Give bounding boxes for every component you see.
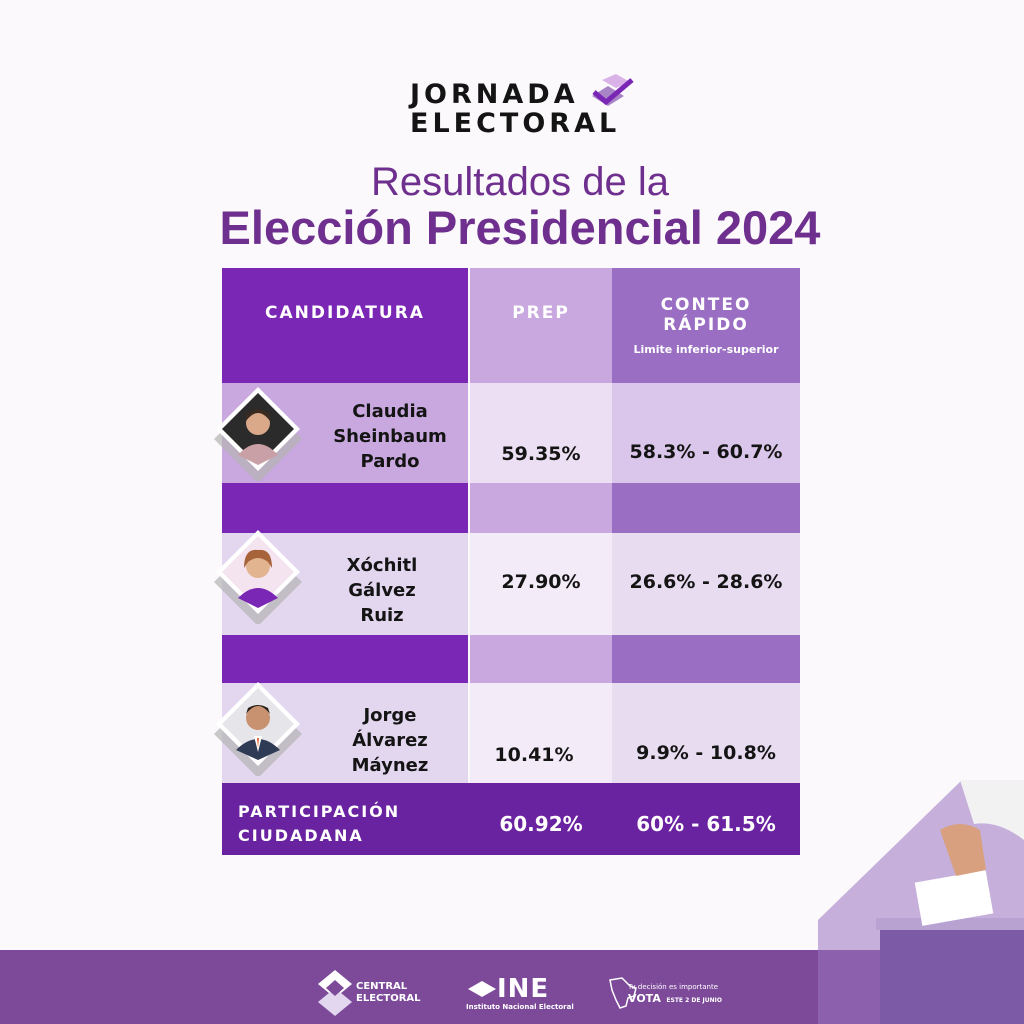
candidate-name-2: Xóchitl Gálvez Ruiz — [346, 554, 418, 626]
row-spacer — [222, 483, 468, 533]
central-electoral-logo: CENTRAL ELECTORAL — [356, 981, 421, 1004]
mexico-map-icon — [609, 977, 637, 1009]
header-prep: PREP — [470, 268, 612, 383]
candidate-name-3: Jorge Álvarez Máynez — [351, 704, 429, 776]
prep-value-3: 10.41% — [494, 744, 574, 766]
ballot-box-icon — [818, 780, 1024, 1024]
participacion-label: PARTICIPACIÓN CIUDADANA — [238, 802, 401, 845]
row-spacer — [470, 483, 612, 533]
jornada-electoral-logo: JORNADA ELECTORAL — [410, 80, 620, 138]
candidate-photo-3 — [214, 682, 302, 776]
logo-line-2: ELECTORAL — [410, 108, 621, 139]
prep-value-2: 27.90% — [501, 571, 581, 593]
prep-cell-3 — [470, 683, 612, 783]
conteo-value-3: 9.9% - 10.8% — [636, 742, 776, 764]
row-spacer — [612, 635, 800, 683]
conteo-cell-3 — [612, 683, 800, 783]
ine-logo-icon — [468, 981, 496, 997]
header-conteo-rapido: CONTEO RÁPIDO Limite inferior-superior — [612, 268, 800, 383]
conteo-value-2: 26.6% - 28.6% — [629, 571, 783, 593]
candidate-name-1: Claudia Sheinbaum Pardo — [333, 400, 447, 472]
row-spacer — [612, 483, 800, 533]
candidate-photo-2 — [214, 530, 302, 624]
page-title: Elección Presidencial 2024 — [219, 201, 821, 254]
row-spacer — [470, 635, 612, 683]
row-spacer — [222, 635, 468, 683]
ine-logo: INE — [497, 974, 550, 1004]
ine-subtitle: Instituto Nacional Electoral — [466, 1003, 574, 1011]
central-electoral-logo-icon — [318, 970, 352, 1016]
participacion-row — [222, 783, 800, 855]
participacion-conteo: 60% - 61.5% — [636, 812, 776, 836]
prep-cell-1 — [470, 383, 612, 483]
vota-line: VOTA ESTE 2 DE JUNIO — [628, 992, 723, 1005]
vota-logo: Tu decisión es importante VOTA ESTE 2 DE… — [628, 983, 723, 1005]
conteo-cell-1 — [612, 383, 800, 483]
prep-value-1: 59.35% — [501, 443, 581, 465]
prep-cell-2 — [470, 533, 612, 635]
ballot-box-check-icon — [592, 74, 634, 106]
page-subtitle: Resultados de la — [371, 160, 669, 204]
header-candidatura: CANDIDATURA — [222, 268, 468, 383]
conteo-value-1: 58.3% - 60.7% — [629, 441, 783, 463]
candidate-photo-1 — [214, 387, 302, 481]
logo-line-1: JORNADA — [410, 79, 579, 110]
participacion-prep: 60.92% — [499, 812, 583, 836]
conteo-cell-2 — [612, 533, 800, 635]
